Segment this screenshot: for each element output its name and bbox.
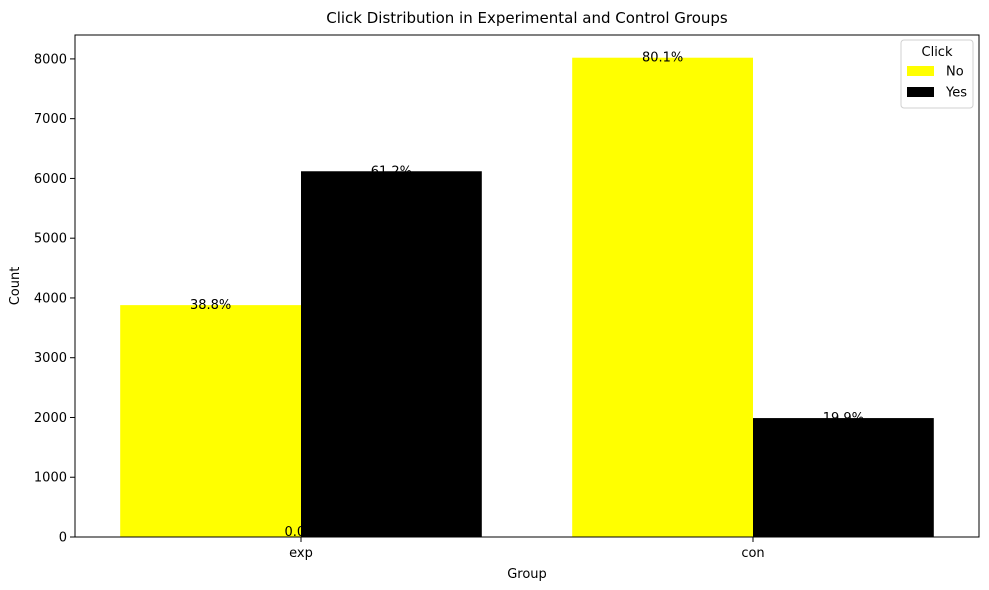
x-tick-label-exp: exp: [289, 546, 313, 561]
legend-title: Click: [922, 45, 953, 60]
y-tick-label: 2000: [34, 411, 67, 426]
legend-label-no: No: [946, 65, 964, 80]
y-axis: 0 1000 2000 3000 4000 5000 6000 7000 8000: [34, 52, 75, 546]
chart-title: Click Distribution in Experimental and C…: [326, 9, 728, 27]
bar-yes-exp: [301, 171, 482, 537]
y-axis-label: Count: [8, 267, 23, 306]
y-tick-label: 4000: [34, 291, 67, 306]
bar-label-no-con: 80.1%: [642, 51, 683, 66]
bar-yes-con: [753, 418, 934, 537]
legend: Click No Yes: [900, 39, 974, 109]
bar-no-con: [572, 57, 753, 537]
y-tick-label: 8000: [34, 52, 67, 67]
bars-group: [120, 57, 934, 537]
legend-swatch-no: [907, 66, 934, 76]
bar-no-exp: [120, 305, 301, 537]
y-tick-label: 0: [59, 531, 67, 546]
x-axis: exp con: [289, 537, 765, 561]
legend-swatch-yes: [907, 87, 934, 97]
bar-label-yes-con: 19.9%: [823, 411, 864, 426]
plot-frame: [74, 34, 980, 538]
y-tick-label: 3000: [34, 351, 67, 366]
x-axis-label: Group: [507, 567, 547, 582]
annotation-label: 0.0%: [284, 525, 317, 540]
bar-label-no-exp: 38.8%: [190, 298, 231, 313]
legend-label-yes: Yes: [945, 86, 967, 101]
bar-label-yes-exp: 61.2%: [371, 164, 412, 179]
y-tick-label: 1000: [34, 471, 67, 486]
bar-labels-group: 38.8% 80.1% 61.2% 19.9% 0.0%: [190, 51, 864, 540]
y-tick-label: 6000: [34, 172, 67, 187]
y-tick-label: 5000: [34, 232, 67, 247]
y-tick-label: 7000: [34, 112, 67, 127]
x-tick-label-con: con: [741, 546, 764, 561]
